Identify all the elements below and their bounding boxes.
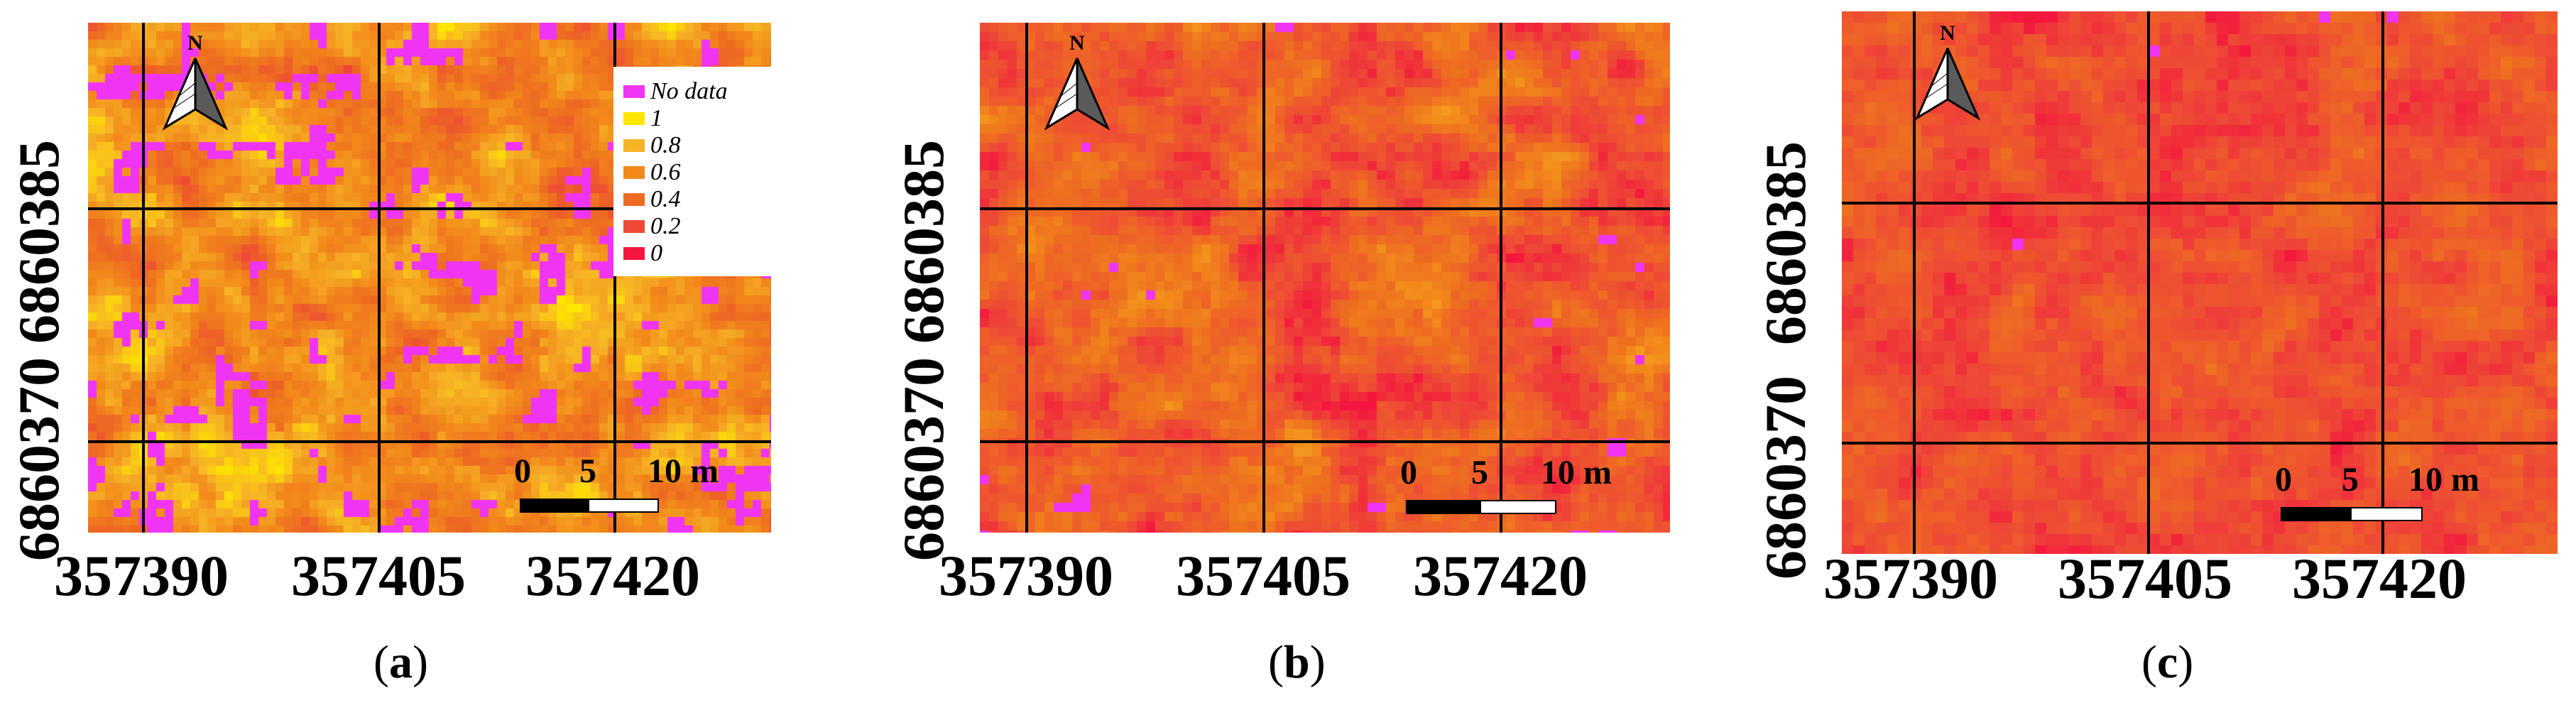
- legend-swatch: [623, 139, 645, 152]
- north-arrow-icon: [162, 58, 229, 131]
- scale-segment-white: [1480, 500, 1556, 514]
- caption-b: (b): [1268, 639, 1326, 686]
- caption-open: (: [1268, 636, 1284, 688]
- scale-segment-black: [520, 499, 591, 513]
- grid-c: [1842, 11, 2558, 554]
- northing-label: 6860370: [1753, 376, 1818, 579]
- north-label: N: [187, 31, 203, 55]
- legend-label: No data: [650, 78, 728, 104]
- legend-label: 0: [650, 240, 662, 266]
- northing-label: 6860385: [6, 140, 71, 344]
- caption-c: (c): [2141, 639, 2193, 686]
- caption-letter: b: [1283, 636, 1310, 688]
- easting-label: 357390: [1823, 546, 1998, 611]
- caption-close: ): [1309, 636, 1326, 688]
- legend-swatch: [623, 166, 645, 179]
- scale-label-0: 0: [1400, 454, 1417, 491]
- legend-swatch: [623, 220, 645, 233]
- map-a: N No data 1 0.8 0.6 0.4: [88, 23, 771, 533]
- scale-segment-white: [588, 499, 659, 513]
- easting-label: 357390: [54, 543, 229, 608]
- map-c: N 0 5 10 m: [1842, 11, 2558, 554]
- north-arrow-icon: [1044, 58, 1110, 131]
- scale-bar: 0 5 10 m: [2275, 461, 2479, 541]
- easting-label: 357420: [2292, 546, 2467, 611]
- easting-label: 357390: [939, 543, 1113, 608]
- scale-label-5: 5: [2342, 461, 2359, 499]
- panel-c: N 0 5 10 m 6860385 6860370 357390 357405…: [1714, 0, 2576, 708]
- caption-close: ): [2178, 636, 2194, 688]
- easting-label: 357405: [2058, 546, 2232, 611]
- scale-bar: 0 5 10 m: [1400, 454, 1612, 533]
- legend-label: 0.2: [650, 213, 681, 239]
- legend-swatch: [623, 247, 645, 260]
- legend-swatch: [623, 85, 645, 98]
- easting-label: 357420: [1413, 543, 1588, 608]
- scale-label-5: 5: [1471, 454, 1488, 491]
- easting-label: 357405: [1176, 543, 1350, 608]
- easting-label: 357405: [291, 543, 466, 608]
- north-label: N: [1069, 31, 1085, 55]
- scale-label-0: 0: [2275, 461, 2292, 499]
- scale-label-10: 10 m: [2408, 461, 2479, 499]
- north-label: N: [1940, 21, 1955, 45]
- northing-label: 6860370: [6, 357, 71, 561]
- grid-b: [980, 23, 1670, 533]
- legend: No data 1 0.8 0.6 0.4 0.2: [613, 67, 771, 276]
- scale-segment-black: [2281, 507, 2353, 521]
- scale-label-10: 10 m: [648, 452, 719, 490]
- scale-segment-black: [1406, 500, 1483, 514]
- northing-label: 6860385: [1753, 141, 1818, 345]
- north-arrow: N: [1038, 30, 1116, 136]
- map-b: N 0 5 10 m: [980, 23, 1670, 533]
- caption-open: (: [373, 636, 389, 688]
- panel-a: N No data 1 0.8 0.6 0.4: [0, 0, 852, 708]
- northing-label: 6860370: [891, 357, 956, 561]
- legend-label: 0.4: [650, 186, 681, 212]
- easting-label: 357420: [525, 543, 700, 608]
- caption-open: (: [2141, 636, 2157, 688]
- legend-label: 0.6: [650, 159, 681, 185]
- northing-label: 6860385: [891, 140, 956, 344]
- scale-bar: 0 5 10 m: [514, 452, 719, 533]
- scale-label-0: 0: [514, 452, 531, 490]
- scale-label-5: 5: [579, 452, 596, 490]
- scale-segment-white: [2350, 507, 2423, 521]
- legend-swatch: [623, 112, 645, 125]
- caption-letter: a: [388, 636, 413, 688]
- north-arrow: N: [1909, 20, 1987, 126]
- legend-swatch: [623, 193, 645, 206]
- north-arrow-icon: [1914, 48, 1981, 121]
- caption-letter: c: [2156, 636, 2178, 688]
- caption-close: ): [412, 636, 428, 688]
- caption-a: (a): [373, 639, 428, 686]
- north-arrow: N: [156, 30, 234, 136]
- panel-b: N 0 5 10 m 6860385 6860370 357390 357405…: [852, 0, 1714, 708]
- legend-label: 1: [650, 105, 662, 131]
- legend-label: 0.8: [650, 132, 681, 158]
- scale-label-10: 10 m: [1541, 454, 1612, 491]
